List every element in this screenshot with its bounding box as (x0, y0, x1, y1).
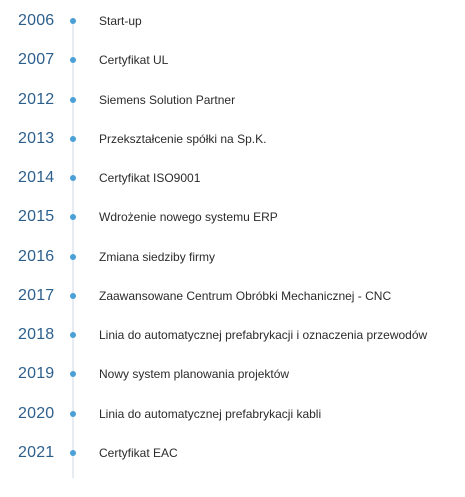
timeline-year: 2018 (18, 326, 55, 343)
timeline-dot (70, 97, 76, 103)
timeline-dot (70, 254, 76, 260)
timeline-event: Linia do automatycznej prefabrykacji i o… (99, 328, 428, 342)
timeline-entry: 2016 Zmiana siedziby firmy (0, 245, 465, 269)
timeline-event: Linia do automatycznej prefabrykacji kab… (99, 407, 322, 421)
timeline-year: 2006 (18, 12, 55, 29)
timeline-year: 2017 (18, 287, 55, 304)
timeline-dot (70, 18, 76, 24)
timeline-dot (70, 214, 76, 220)
timeline-dot (70, 136, 76, 142)
timeline-entry: 2012 Siemens Solution Partner (0, 88, 465, 112)
timeline-year: 2019 (18, 365, 55, 382)
timeline-axis-line (72, 18, 74, 478)
timeline-event: Zmiana siedziby firmy (99, 250, 216, 264)
timeline-event: Start-up (99, 14, 142, 28)
timeline-dot (70, 450, 76, 456)
timeline-event: Siemens Solution Partner (99, 93, 236, 107)
timeline-year: 2021 (18, 444, 55, 461)
timeline-entry: 2017 Zaawansowane Centrum Obróbki Mechan… (0, 284, 465, 308)
timeline-event: Certyfikat UL (99, 53, 169, 67)
timeline-entry: 2006 Start-up (0, 9, 465, 33)
timeline-dot (70, 293, 76, 299)
timeline-entry: 2020 Linia do automatycznej prefabrykacj… (0, 402, 465, 426)
timeline-entry: 2014 Certyfikat ISO9001 (0, 166, 465, 190)
timeline-entry: 2015 Wdrożenie nowego systemu ERP (0, 205, 465, 229)
timeline-year: 2015 (18, 208, 55, 225)
timeline-dot (70, 175, 76, 181)
timeline-dot (70, 411, 76, 417)
timeline-entry: 2021 Certyfikat EAC (0, 441, 465, 465)
timeline-event: Certyfikat EAC (99, 446, 178, 460)
timeline-year: 2020 (18, 405, 55, 422)
timeline-year: 2013 (18, 130, 55, 147)
timeline-event: Nowy system planowania projektów (99, 367, 290, 381)
timeline-event: Zaawansowane Centrum Obróbki Mechaniczne… (99, 289, 392, 303)
timeline-dot (70, 57, 76, 63)
timeline-entry: 2013 Przekształcenie spółki na Sp.K. (0, 127, 465, 151)
timeline-year: 2012 (18, 91, 55, 108)
timeline-entry: 2018 Linia do automatycznej prefabrykacj… (0, 323, 465, 347)
timeline-year: 2007 (18, 51, 55, 68)
timeline-event: Certyfikat ISO9001 (99, 171, 201, 185)
timeline-year: 2014 (18, 169, 55, 186)
timeline-entry: 2007 Certyfikat UL (0, 48, 465, 72)
timeline-event: Przekształcenie spółki na Sp.K. (99, 132, 267, 146)
timeline-event: Wdrożenie nowego systemu ERP (99, 210, 278, 224)
timeline-entry: 2019 Nowy system planowania projektów (0, 362, 465, 386)
timeline-dot (70, 332, 76, 338)
timeline-dot (70, 371, 76, 377)
timeline-year: 2016 (18, 248, 55, 265)
